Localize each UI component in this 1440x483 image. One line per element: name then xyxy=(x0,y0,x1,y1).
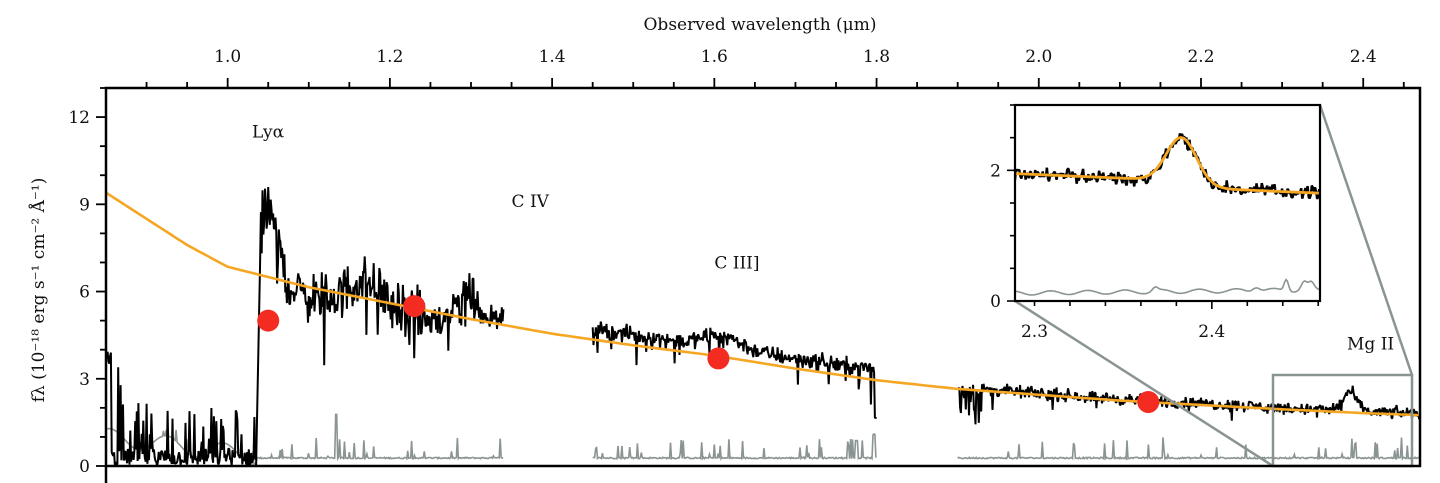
observed-spectrum-line xyxy=(106,351,258,466)
photometry-point xyxy=(707,347,730,370)
x-tick-label: 1.8 xyxy=(863,47,890,67)
x-tick-label: 2.2 xyxy=(1187,47,1214,67)
emission-line-label: Mg II xyxy=(1347,335,1394,355)
photometry-point xyxy=(1137,391,1160,414)
inset-y-tick-label: 0 xyxy=(990,292,1001,312)
photometry-point xyxy=(403,295,426,318)
inset-y-tick-label: 2 xyxy=(990,161,1001,181)
emission-line-label: C III] xyxy=(714,253,759,273)
x-tick-label: 1.0 xyxy=(214,47,241,67)
inset-noise-line xyxy=(1015,278,1320,296)
y-tick-label: 6 xyxy=(79,283,90,303)
emission-line-label: C IV xyxy=(512,192,550,212)
x-axis-title: Observed wavelength (μm) xyxy=(644,15,877,35)
x-tick-label: 1.6 xyxy=(701,47,728,67)
observed-spectrum-line xyxy=(255,186,505,466)
y-axis-ticks: 0 3 6 9 12 xyxy=(68,87,106,477)
y-tick-label: 0 xyxy=(79,457,90,477)
emission-line-labels: Lyα C IV C III] Mg II xyxy=(252,122,1394,354)
x-tick-label: 1.4 xyxy=(539,47,566,67)
continuum-model-line xyxy=(106,191,1420,417)
y-axis-title: fλ (10⁻¹⁸ erg s⁻¹ cm⁻² Å⁻¹) xyxy=(28,178,49,403)
inset-gaussian-fit-line xyxy=(1015,136,1320,195)
observed-spectrum-line xyxy=(591,321,877,419)
inset-x-tick-label: 2.3 xyxy=(1021,322,1048,342)
emission-line-label: Lyα xyxy=(252,122,285,142)
x-tick-label: 1.2 xyxy=(376,47,403,67)
inset-plot-mgii: 0 2 2.3 2.4 xyxy=(990,103,1322,342)
y-tick-label: 12 xyxy=(68,108,90,128)
photometry-point xyxy=(257,309,280,332)
noise-spectrum-line xyxy=(957,437,1420,461)
plot-frame xyxy=(104,86,1422,468)
noise-spectrum-line xyxy=(592,433,877,461)
inset-x-tick-label: 2.4 xyxy=(1198,322,1225,342)
y-tick-label: 3 xyxy=(79,370,90,390)
x-tick-label: 2.4 xyxy=(1350,47,1377,67)
y-tick-label: 9 xyxy=(79,195,90,215)
x-tick-label: 2.0 xyxy=(1025,47,1052,67)
main-plot-area xyxy=(106,186,1420,466)
